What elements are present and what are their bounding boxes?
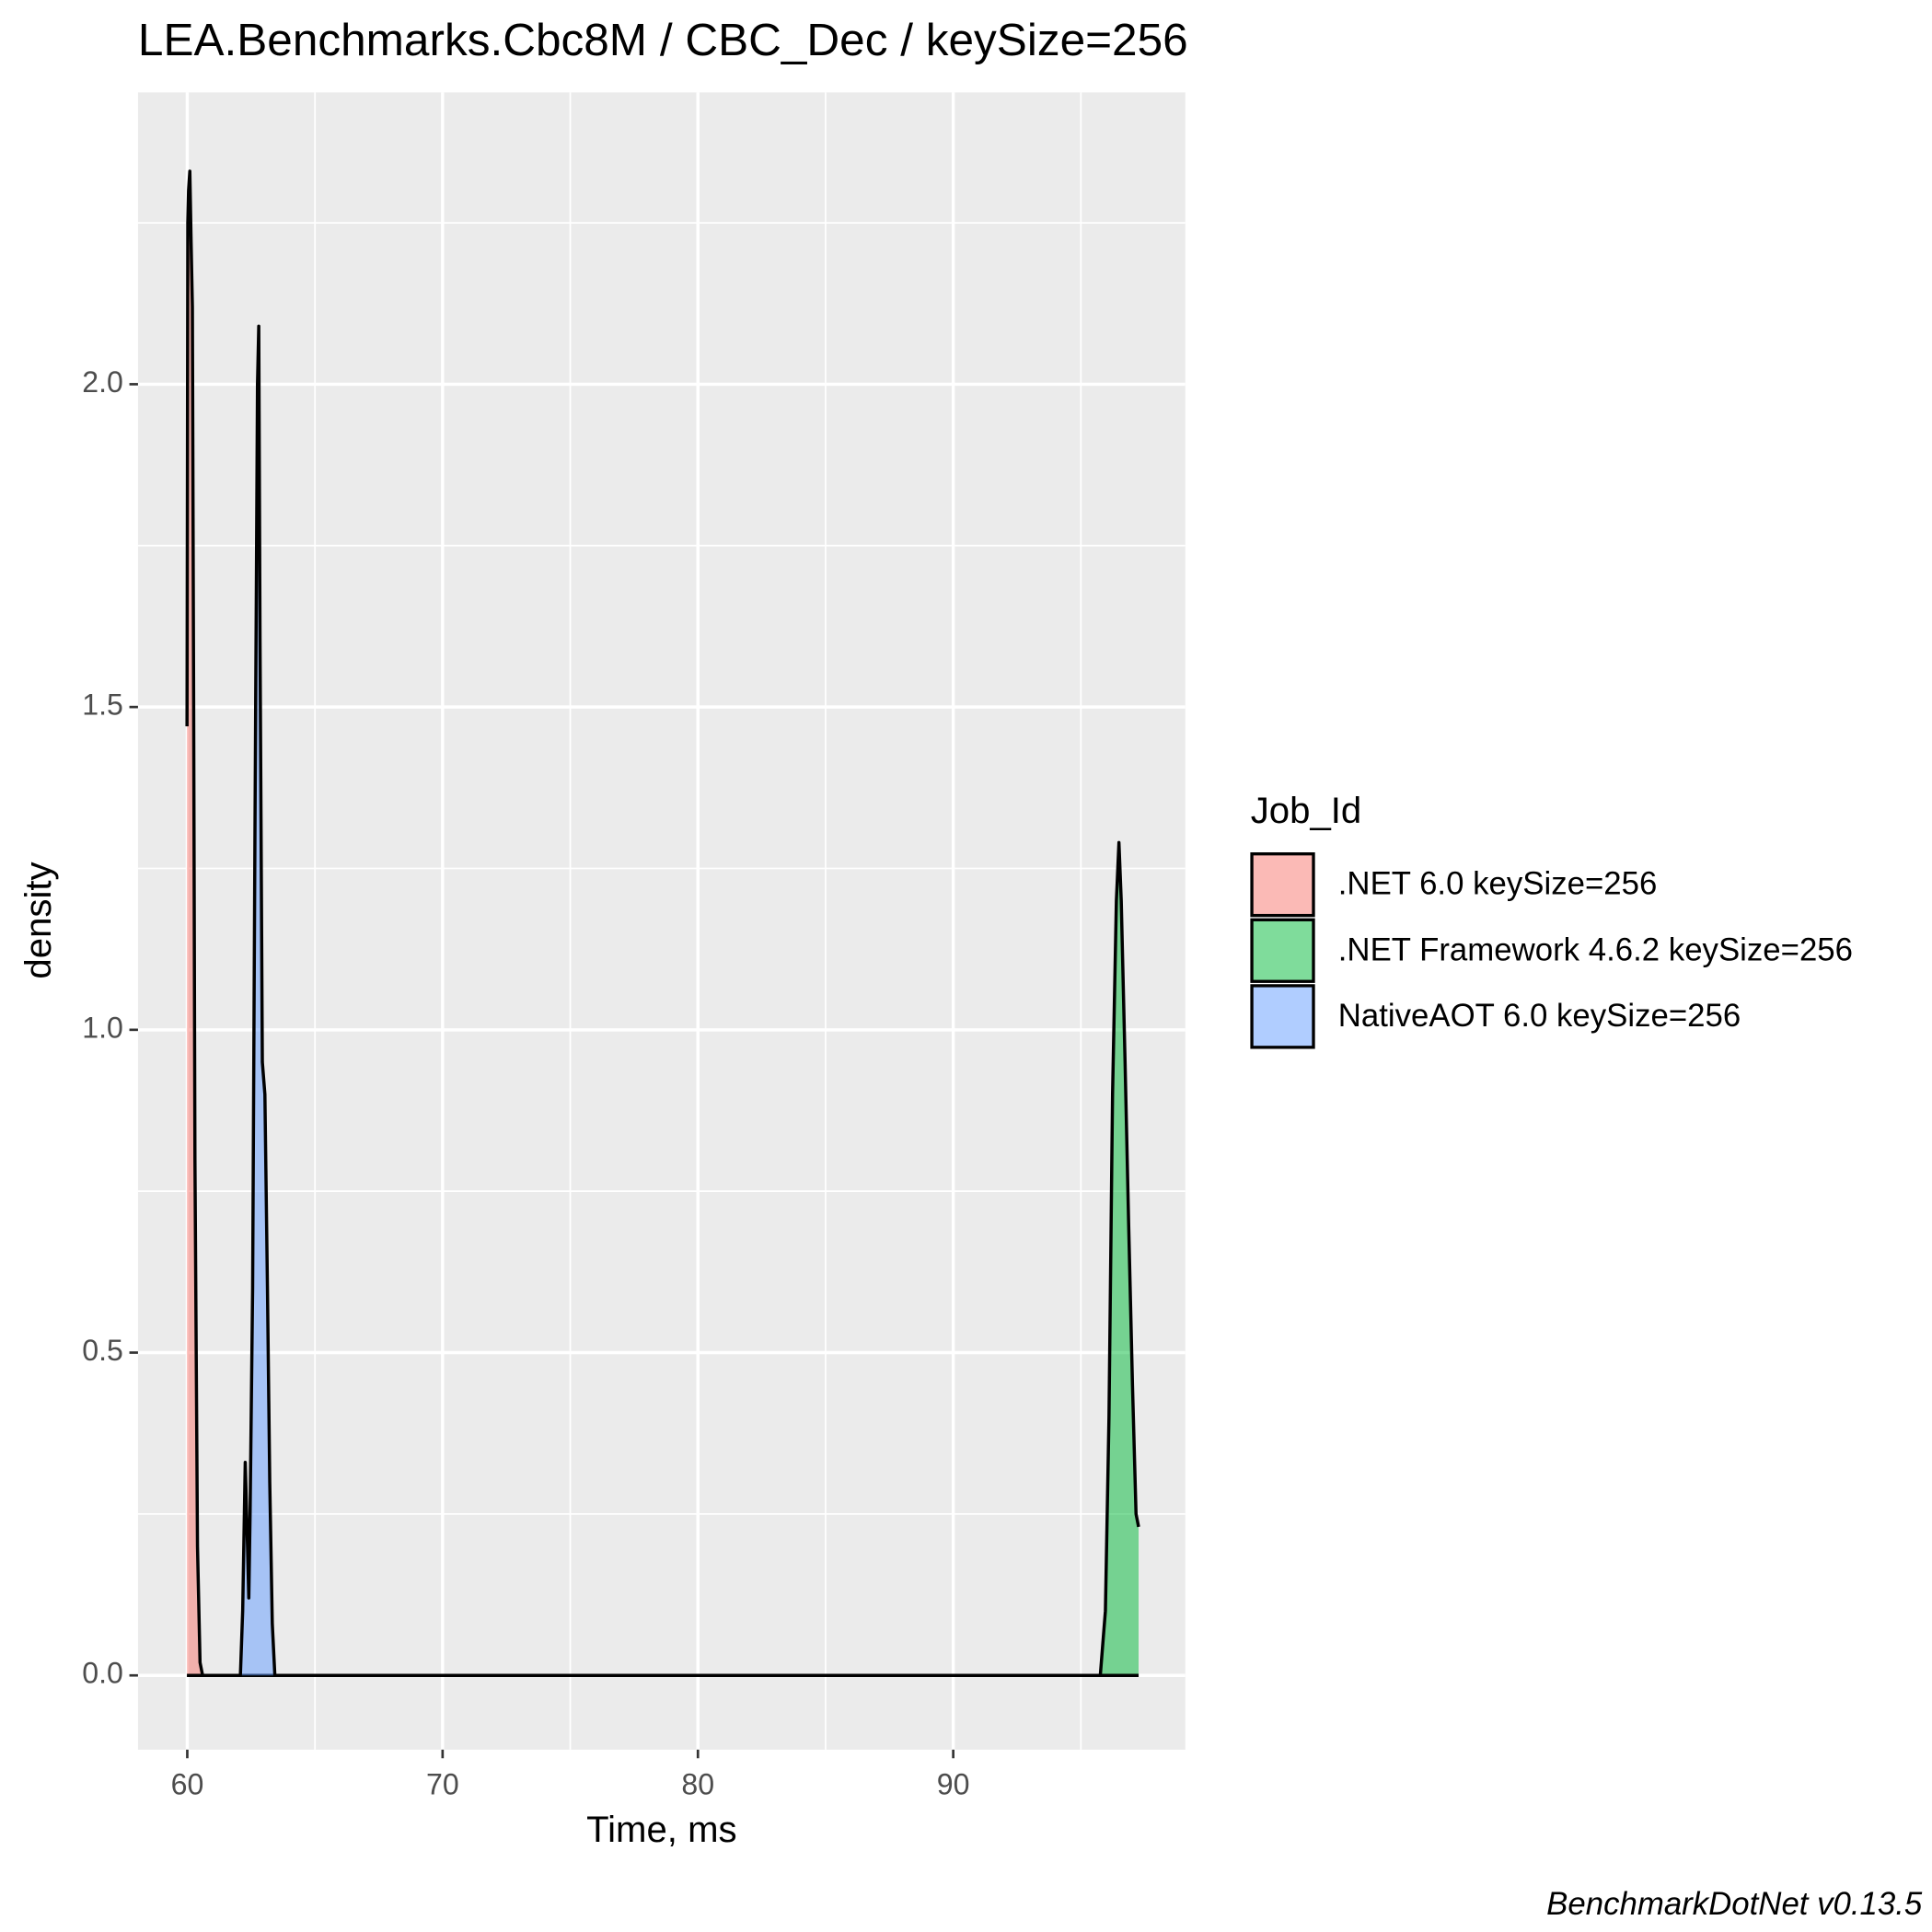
y-axis-title: density <box>17 862 59 978</box>
legend-label: .NET 6.0 keySize=256 <box>1338 866 1658 902</box>
legend-swatch <box>1250 852 1315 918</box>
y-tick-label: 0.5 <box>82 1334 123 1367</box>
caption: BenchmarkDotNet v0.13.5 <box>1546 1886 1923 1922</box>
y-tick-label: 1.5 <box>82 688 123 722</box>
x-tick-label: 60 <box>171 1768 204 1801</box>
legend-swatch <box>1250 918 1315 983</box>
y-tick-label: 2.0 <box>82 365 123 399</box>
legend-label: .NET Framework 4.6.2 keySize=256 <box>1338 931 1853 967</box>
y-tick-label: 0.0 <box>82 1657 123 1690</box>
x-tick-label: 80 <box>681 1768 714 1801</box>
x-tick-label: 90 <box>937 1768 970 1801</box>
plot-panel <box>137 92 1186 1750</box>
density-line <box>187 324 1140 1677</box>
y-tick-label: 1.0 <box>82 1011 123 1044</box>
x-axis-title: Time, ms <box>586 1809 737 1850</box>
x-tick-label: 70 <box>426 1768 459 1801</box>
density-line <box>185 169 1140 1677</box>
legend-label: NativeAOT 6.0 keySize=256 <box>1338 998 1741 1034</box>
density-line <box>187 840 1140 1677</box>
legend-title: Job_Id <box>1251 790 1362 831</box>
legend-swatch <box>1250 984 1315 1049</box>
chart-title: LEA.Benchmarks.Cbc8M / CBC_Dec / keySize… <box>138 15 1188 65</box>
